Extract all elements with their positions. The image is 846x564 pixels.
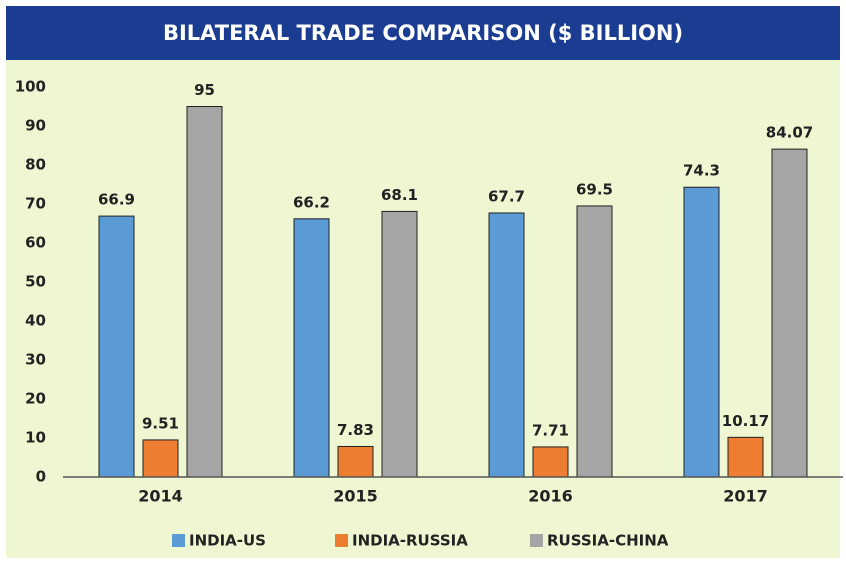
legend-label: INDIA-US [189,532,266,550]
legend-swatch [335,534,348,547]
value-label: 66.2 [293,193,330,211]
bar [98,215,135,478]
bar [186,106,223,478]
y-tick-label: 20 [25,390,46,408]
y-tick-label: 10 [25,429,46,447]
value-label: 10.17 [722,412,769,430]
y-tick-label: 90 [25,117,46,135]
legend-label: INDIA-RUSSIA [352,532,468,550]
bar [683,186,720,478]
bar [771,148,808,478]
value-label: 66.9 [98,191,135,209]
y-tick-label: 100 [15,78,46,96]
bar [293,218,330,478]
legend-swatch [530,534,543,547]
y-tick-label: 60 [25,234,46,252]
value-label: 68.1 [381,186,418,204]
y-tick-label: 50 [25,273,46,291]
value-label: 95 [194,81,215,99]
legend-label: RUSSIA-CHINA [547,532,669,550]
x-tick-label: 2015 [333,487,378,506]
bar [576,205,613,478]
value-label: 69.5 [576,180,613,198]
bar [142,439,179,478]
y-tick-label: 40 [25,312,46,330]
y-tick-label: 30 [25,351,46,369]
title-banner [6,6,840,60]
bar [532,446,569,478]
value-label: 7.71 [532,421,569,439]
bar [381,210,418,478]
x-tick-label: 2014 [138,487,183,506]
legend-swatch [172,534,185,547]
chart-title: BILATERAL TRADE COMPARISON ($ BILLION) [163,21,683,45]
bar [488,212,525,478]
y-tick-label: 0 [36,468,46,486]
bar [727,436,764,478]
value-label: 9.51 [142,414,179,432]
value-label: 84.07 [766,124,813,142]
bar [337,445,374,478]
y-tick-label: 70 [25,195,46,213]
value-label: 74.3 [683,162,720,180]
value-label: 7.83 [337,421,374,439]
x-tick-label: 2016 [528,487,573,506]
value-label: 67.7 [488,187,525,205]
x-tick-label: 2017 [723,487,768,506]
y-tick-label: 80 [25,156,46,174]
